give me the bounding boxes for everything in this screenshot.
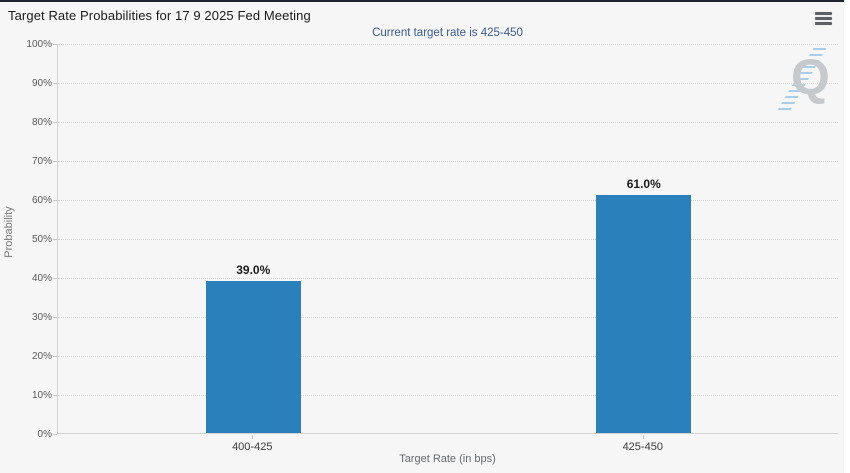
y-tick-mark <box>53 122 57 123</box>
y-tick-label: 90% <box>31 78 52 89</box>
chart-context-menu-button[interactable] <box>811 8 835 28</box>
y-tick-label: 0% <box>37 429 52 440</box>
y-grid-line <box>58 200 838 201</box>
y-grid-line <box>58 395 838 396</box>
y-tick-mark <box>53 83 57 84</box>
y-tick-mark <box>53 317 57 318</box>
y-grid-line <box>58 278 838 279</box>
y-grid-line <box>58 317 838 318</box>
y-tick-label: 40% <box>31 273 52 284</box>
y-grid-line <box>58 83 838 84</box>
hamburger-menu-icon <box>814 12 832 25</box>
x-tick-mark <box>642 435 644 439</box>
y-grid-line <box>58 239 838 240</box>
y-grid-line <box>58 44 838 45</box>
x-tick-label: 400-425 <box>232 441 273 453</box>
bar-value-label: 61.0% <box>626 177 661 192</box>
y-tick-mark <box>53 44 57 45</box>
chart-subtitle: Current target rate is 425-450 <box>372 27 523 39</box>
y-tick-label: 30% <box>31 312 52 323</box>
plot-area: 39.0% 61.0% <box>57 44 838 434</box>
y-grid-line <box>58 161 838 162</box>
y-tick-mark <box>53 278 57 279</box>
y-tick-mark <box>53 161 57 162</box>
y-tick-label: 80% <box>31 117 52 128</box>
bar-value-label: 39.0% <box>236 262 271 277</box>
y-tick-mark <box>53 434 57 435</box>
y-tick-mark <box>53 200 57 201</box>
y-tick-label: 100% <box>26 39 52 50</box>
y-tick-label: 50% <box>31 234 52 245</box>
chart-title: Target Rate Probabilities for 17 9 2025 … <box>8 8 311 23</box>
x-tick-label: 425-450 <box>622 441 663 453</box>
y-grid-line <box>58 122 838 123</box>
x-axis-title: Target Rate (in bps) <box>399 453 496 465</box>
y-tick-label: 70% <box>31 156 52 167</box>
y-tick-mark <box>53 356 57 357</box>
y-tick-label: 20% <box>31 351 52 362</box>
y-tick-label: 60% <box>31 195 52 206</box>
x-tick-mark <box>252 435 254 439</box>
y-tick-label: 10% <box>31 390 52 401</box>
y-tick-mark <box>53 239 57 240</box>
y-grid-line <box>58 356 838 357</box>
bar-425-450[interactable] <box>596 195 692 433</box>
y-tick-mark <box>53 395 57 396</box>
bar-400-425[interactable] <box>205 280 301 433</box>
watermark-q-logo: Q <box>791 49 830 105</box>
